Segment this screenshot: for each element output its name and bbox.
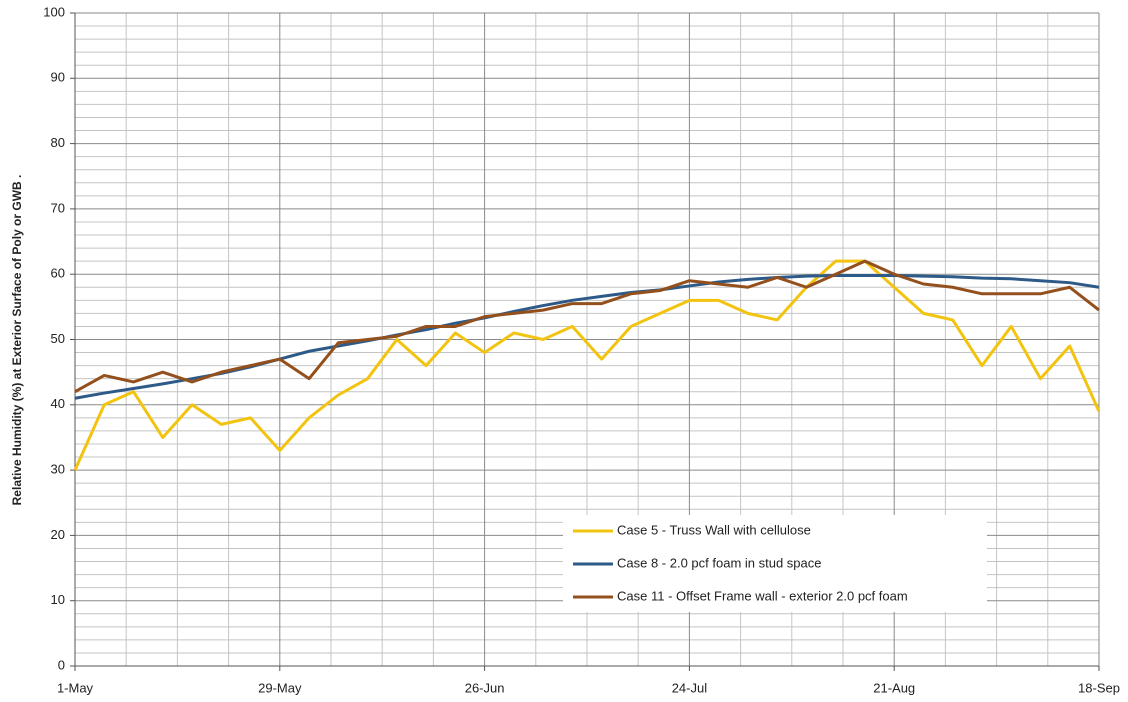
x-tick-label: 24-Jul bbox=[672, 680, 708, 695]
y-tick-label: 20 bbox=[51, 527, 65, 542]
y-tick-label: 50 bbox=[51, 331, 65, 346]
y-tick-label: 60 bbox=[51, 266, 65, 281]
x-tick-label: 18-Sep bbox=[1078, 680, 1120, 695]
y-tick-label: 10 bbox=[51, 592, 65, 607]
y-tick-label: 40 bbox=[51, 396, 65, 411]
legend-label: Case 11 - Offset Frame wall - exterior 2… bbox=[617, 588, 908, 603]
legend-label: Case 5 - Truss Wall with cellulose bbox=[617, 522, 811, 537]
legend-label: Case 8 - 2.0 pcf foam in stud space bbox=[617, 555, 822, 570]
y-tick-label: 30 bbox=[51, 462, 65, 477]
y-tick-label: 90 bbox=[51, 70, 65, 85]
y-tick-label: 0 bbox=[58, 657, 65, 672]
y-tick-label: 100 bbox=[43, 4, 65, 19]
y-tick-label: 80 bbox=[51, 135, 65, 150]
y-axis-label: Relative Humidity (%) at Exterior Surfac… bbox=[10, 175, 24, 506]
series-line bbox=[73, 259, 1101, 471]
x-tick-label: 21-Aug bbox=[873, 680, 915, 695]
series-line bbox=[74, 259, 1100, 394]
y-tick-label: 70 bbox=[51, 200, 65, 215]
x-tick-label: 29-May bbox=[258, 680, 302, 695]
x-tick-label: 26-Jun bbox=[465, 680, 505, 695]
x-tick-label: 1-May bbox=[57, 680, 94, 695]
legend-box bbox=[563, 515, 987, 612]
